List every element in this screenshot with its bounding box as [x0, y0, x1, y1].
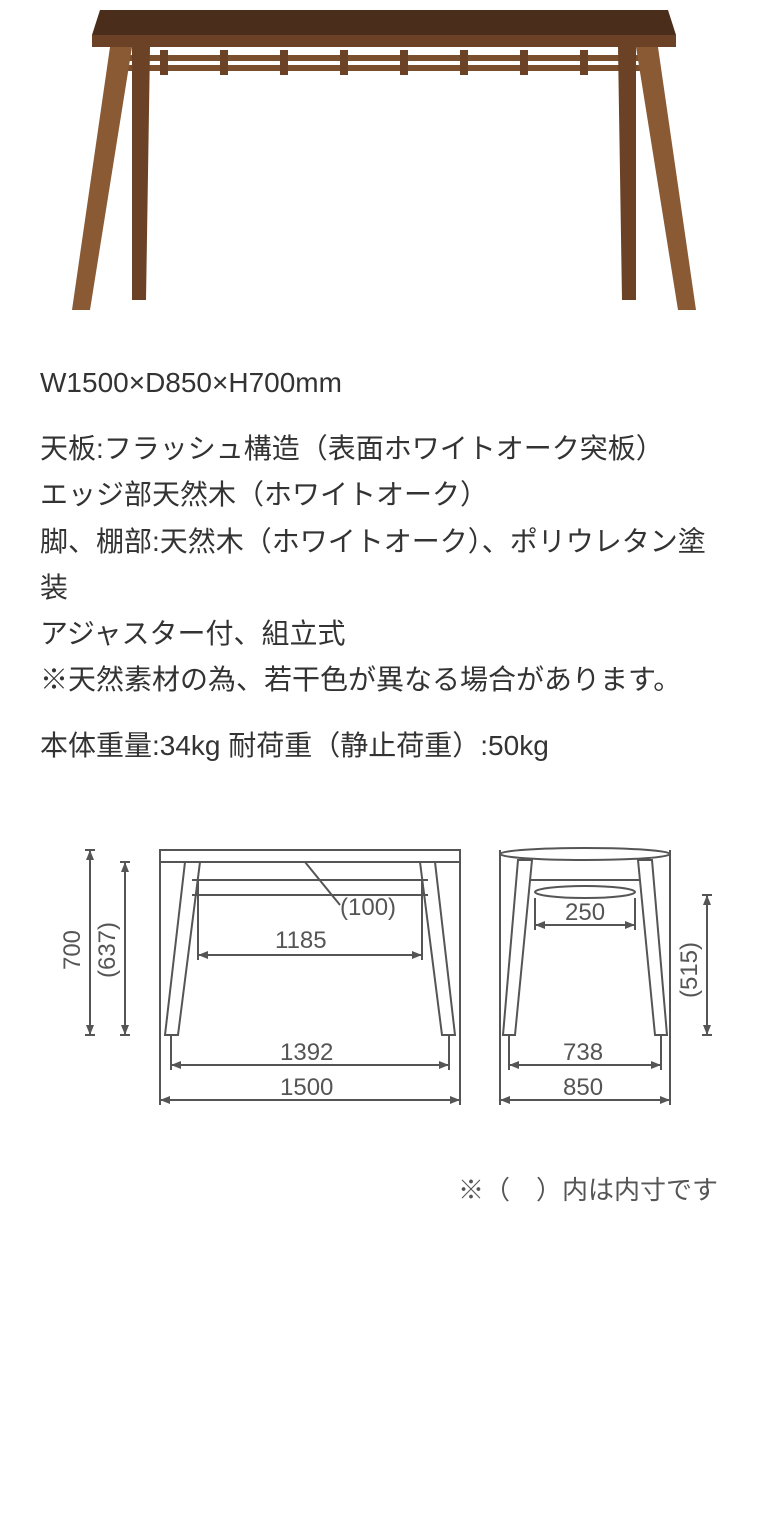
spec-line-5: ※天然素材の為、若干色が異なる場合があります。 [40, 657, 728, 703]
spec-line-4: アジャスター付、組立式 [40, 611, 728, 657]
dim-515: (515) [676, 941, 703, 997]
dim-1392: 1392 [280, 1039, 333, 1066]
dim-250: 250 [565, 899, 605, 926]
spec-line-3: 脚、棚部:天然木（ホワイトオーク）、ポリウレタン塗装 [40, 519, 728, 611]
specs-block: 天板:フラッシュ構造（表面ホワイトオーク突板） エッジ部天然木（ホワイトオーク）… [40, 426, 728, 703]
dim-700: 700 [59, 929, 86, 969]
weight-line: 本体重量:34kg 耐荷重（静止荷重）:50kg [40, 723, 728, 769]
dim-1185: 1185 [275, 927, 327, 954]
dim-637: (637) [94, 921, 121, 977]
footnote: ※（ ）内は内寸です [40, 1170, 728, 1207]
product-specs: W1500×D850×H700mm 天板:フラッシュ構造（表面ホワイトオーク突板… [40, 360, 728, 770]
dimensions-line: W1500×D850×H700mm [40, 360, 728, 406]
dim-1500: 1500 [280, 1074, 333, 1101]
dim-738: 738 [563, 1039, 603, 1066]
dim-100: (100) [340, 894, 396, 921]
dim-850: 850 [563, 1074, 603, 1101]
dimension-diagram: 700 (637) (100) 1185 1392 1500 250 (515)… [40, 820, 728, 1140]
product-image [40, 0, 728, 320]
spec-line-1: 天板:フラッシュ構造（表面ホワイトオーク突板） [40, 426, 728, 472]
spec-line-2: エッジ部天然木（ホワイトオーク） [40, 472, 728, 518]
